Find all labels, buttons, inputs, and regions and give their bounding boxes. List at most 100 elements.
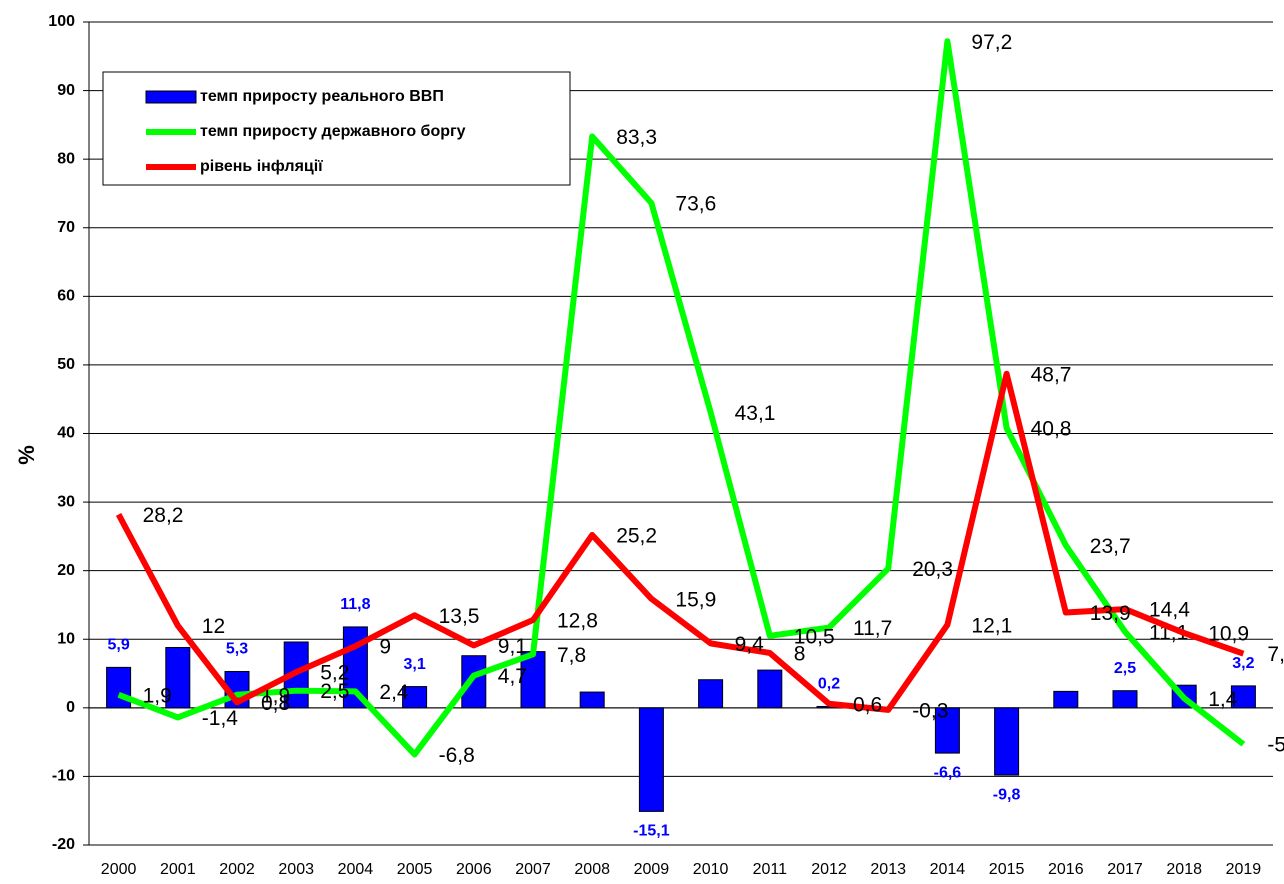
legend-label: рівень інфляції [200,158,323,175]
data-label: 2,4 [379,681,409,704]
data-label: 1,9 [261,684,290,707]
bar [106,666,132,709]
data-label: 3,2 [1232,655,1254,672]
bar [757,669,783,709]
x-tick-label: 2007 [515,861,551,878]
data-label: 25,2 [616,525,657,548]
y-tick-label: 50 [57,356,75,373]
data-label: -1,4 [202,707,239,730]
data-label: 1,4 [1208,688,1238,711]
bar [1053,690,1079,709]
data-label: 7,9 [1267,643,1284,666]
data-label: -6,8 [439,744,475,767]
data-label: 5,3 [226,641,248,658]
y-axis-label: % [14,445,39,465]
data-label: 11,8 [340,596,370,613]
data-label: 11,7 [853,617,892,640]
data-label: 12,8 [557,610,598,633]
data-label: 28,2 [143,504,184,527]
x-tick-label: 2015 [989,861,1025,878]
x-tick-label: 2000 [101,861,137,878]
y-tick-label: 10 [57,630,75,647]
legend-label: темп приросту державного боргу [200,123,466,140]
bar [1230,685,1256,709]
bar [402,686,428,709]
data-label: 14,4 [1149,599,1190,622]
data-label: 10,9 [1208,623,1249,646]
y-tick-label: 20 [57,562,75,579]
data-label: 0,8 [261,692,290,715]
data-label: 97,2 [971,31,1012,54]
x-tick-label: 2010 [693,861,729,878]
data-label: 3,1 [403,656,425,673]
y-tick-label: 30 [57,493,75,510]
data-label: 4,7 [498,665,527,688]
x-tick-label: 2016 [1048,861,1084,878]
line [115,370,1245,713]
y-tick-label: 80 [57,150,75,167]
data-label: 9,1 [498,635,527,658]
y-tick-label: 60 [57,288,75,305]
legend-label: темп приросту реального ВВП [200,88,444,105]
x-tick-label: 2017 [1107,861,1143,878]
data-label: -0,3 [912,699,948,722]
data-label: 0,6 [853,693,882,716]
data-label: 9 [379,636,391,659]
x-tick-label: 2008 [574,861,610,878]
bar [461,655,487,709]
x-tick-label: 2009 [634,861,670,878]
bar [934,707,960,754]
bar [994,707,1020,776]
data-label: 20,3 [912,558,953,581]
data-label: -5,3 [1267,734,1284,757]
bar [1112,690,1138,709]
data-label: 83,3 [616,126,657,149]
bar [698,679,724,709]
line [117,38,1246,758]
data-label: 73,6 [675,193,716,216]
x-tick-label: 2014 [930,861,966,878]
bar [165,646,191,709]
data-label: 5,2 [320,662,349,685]
x-tick-label: 2004 [338,861,374,878]
y-tick-label: 100 [48,13,75,30]
x-tick-label: 2003 [278,861,314,878]
x-tick-label: 2005 [397,861,433,878]
y-tick-label: -10 [52,768,75,785]
data-label: 11,1 [1149,621,1188,644]
data-label: 10,5 [794,625,835,648]
data-label: 12,1 [971,614,1012,637]
data-label: 5,9 [107,637,129,654]
x-tick-label: 2006 [456,861,492,878]
data-label: 1,9 [143,684,172,707]
y-tick-label: 40 [57,425,75,442]
data-label: 15,9 [675,588,716,611]
data-label: 0,2 [818,676,840,693]
y-tick-label: -20 [52,836,75,853]
data-label: 13,5 [439,605,480,628]
x-tick-label: 2002 [219,861,255,878]
data-label: 48,7 [1031,363,1072,386]
data-label: 2,5 [320,680,349,703]
bar [579,691,605,709]
y-tick-label: 0 [66,699,75,716]
y-tick-label: 90 [57,82,75,99]
data-label: 43,1 [735,402,776,425]
x-tick-label: 2013 [870,861,906,878]
y-tick-label: 70 [57,219,75,236]
x-tick-label: 2011 [753,861,788,878]
data-label: 12 [202,615,225,638]
data-label: -6,6 [934,764,962,781]
data-label: 40,8 [1031,418,1072,441]
data-label: -9,8 [993,786,1021,803]
data-label: 8 [794,643,806,666]
legend-swatch [145,90,197,104]
bar [638,707,664,812]
x-tick-label: 2012 [811,861,847,878]
data-label: 7,8 [557,644,586,667]
x-tick-label: 2019 [1226,861,1262,878]
x-tick-label: 2001 [160,861,196,878]
data-label: 9,4 [735,633,765,656]
x-tick-label: 2018 [1166,861,1202,878]
